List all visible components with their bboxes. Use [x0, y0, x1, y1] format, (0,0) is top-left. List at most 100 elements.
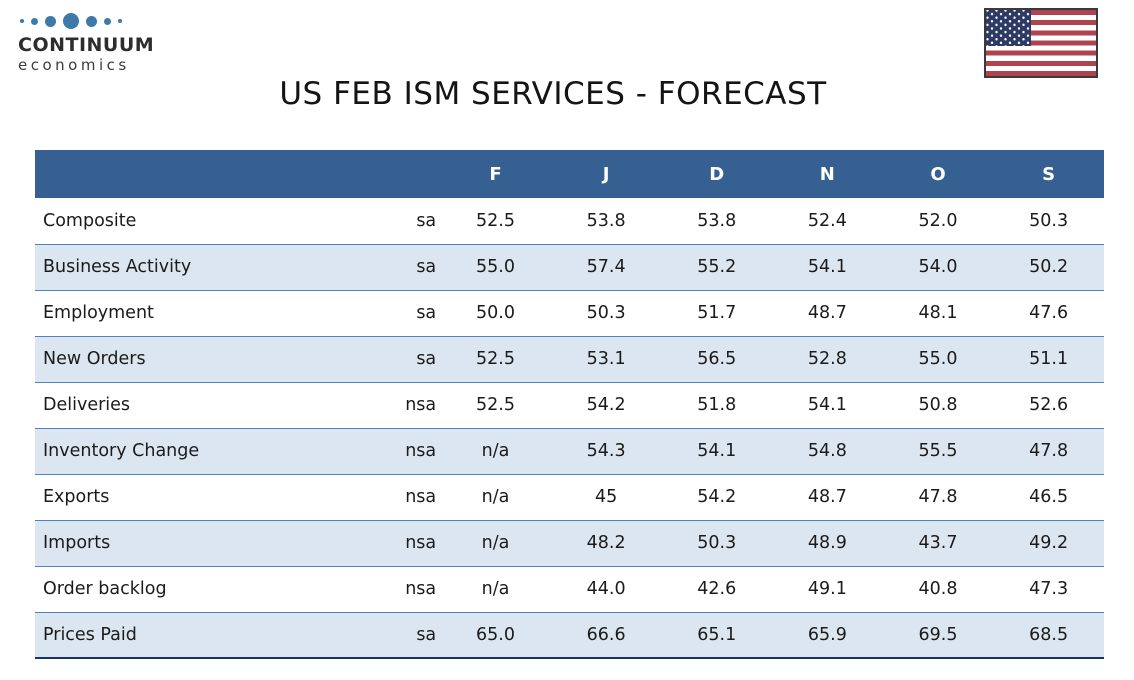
cell-value: 47.8 — [882, 473, 994, 520]
column-header-n: N — [772, 150, 883, 198]
column-header-f: F — [440, 150, 551, 198]
cell-value: 54.2 — [661, 473, 773, 520]
row-label: Business Activity — [35, 243, 346, 290]
table-row: Prices Paid sa 65.0 66.6 65.1 65.9 69.5 68.5 — [35, 611, 1104, 659]
logo-dots-icon — [20, 12, 154, 30]
cell-value: 48.7 — [772, 473, 883, 520]
cell-value: 50.3 — [550, 289, 662, 336]
cell-value: 54.0 — [882, 243, 994, 290]
row-label: Order backlog — [35, 565, 346, 612]
cell-value: 48.1 — [882, 289, 994, 336]
cell-value: 50.3 — [661, 519, 773, 566]
cell-value: 50.0 — [440, 289, 551, 336]
cell-value: 54.2 — [550, 381, 662, 428]
cell-value: 56.5 — [661, 335, 773, 382]
row-label: Employment — [35, 289, 346, 336]
column-header-j: J — [550, 150, 662, 198]
table-row: Employment sa 50.0 50.3 51.7 48.7 48.1 47.6 — [35, 289, 1104, 336]
cell-value: 40.8 — [882, 565, 994, 612]
cell-value: n/a — [440, 565, 551, 612]
row-adjustment: nsa — [345, 381, 441, 428]
continuum-logo: CONTINUUM economics — [18, 12, 154, 74]
table-row: Composite sa 52.5 53.8 53.8 52.4 52.0 50.3 — [35, 198, 1104, 244]
cell-value: 53.8 — [661, 198, 773, 244]
cell-value: 54.3 — [550, 427, 662, 474]
cell-value: 54.1 — [772, 243, 883, 290]
column-header-d: D — [661, 150, 773, 198]
cell-value: 48.7 — [772, 289, 883, 336]
cell-value: 52.8 — [772, 335, 883, 382]
table-row: Business Activity sa 55.0 57.4 55.2 54.1 54.0 5… — [35, 243, 1104, 290]
brand-tagline: economics — [18, 55, 130, 74]
cell-value: 52.4 — [772, 198, 883, 244]
row-label: Imports — [35, 519, 346, 566]
row-adjustment: nsa — [345, 565, 441, 612]
cell-value: 45 — [550, 473, 662, 520]
brand-name: CONTINUUM — [18, 34, 155, 56]
cell-value: n/a — [440, 473, 551, 520]
header-spacer-label — [35, 150, 346, 198]
cell-value: 51.1 — [993, 335, 1104, 382]
row-label: Composite — [35, 198, 346, 244]
row-adjustment: sa — [345, 335, 441, 382]
cell-value: 52.5 — [440, 381, 551, 428]
cell-value: 52.5 — [440, 198, 551, 244]
cell-value: n/a — [440, 519, 551, 566]
page-header: CONTINUUM economics US FEB ISM SERVICES … — [0, 0, 1134, 150]
row-label: Exports — [35, 473, 346, 520]
row-adjustment: nsa — [345, 473, 441, 520]
cell-value: 52.5 — [440, 335, 551, 382]
column-header-s: S — [993, 150, 1104, 198]
cell-value: 47.3 — [993, 565, 1104, 612]
cell-value: 49.1 — [772, 565, 883, 612]
cell-value: 47.8 — [993, 427, 1104, 474]
cell-value: 66.6 — [550, 611, 662, 659]
row-adjustment: sa — [345, 243, 441, 290]
row-adjustment: sa — [345, 198, 441, 244]
cell-value: 49.2 — [993, 519, 1104, 566]
table-row: Exports nsa n/a 45 54.2 48.7 47.8 46.5 — [35, 473, 1104, 520]
row-label: New Orders — [35, 335, 346, 382]
cell-value: 54.1 — [772, 381, 883, 428]
cell-value: 68.5 — [993, 611, 1104, 659]
cell-value: 55.2 — [661, 243, 773, 290]
cell-value: 50.2 — [993, 243, 1104, 290]
cell-value: 48.2 — [550, 519, 662, 566]
cell-value: 47.6 — [993, 289, 1104, 336]
row-adjustment: nsa — [345, 427, 441, 474]
table-row: Deliveries nsa 52.5 54.2 51.8 54.1 50.8 52.6 — [35, 381, 1104, 428]
cell-value: 55.0 — [440, 243, 551, 290]
cell-value: 46.5 — [993, 473, 1104, 520]
row-adjustment: sa — [345, 611, 441, 659]
cell-value: 52.0 — [882, 198, 994, 244]
cell-value: 65.1 — [661, 611, 773, 659]
row-label: Inventory Change — [35, 427, 346, 474]
table-row: New Orders sa 52.5 53.1 56.5 52.8 55.0 51.1 — [35, 335, 1104, 382]
flag-canton — [986, 10, 1031, 46]
table-body: Composite sa 52.5 53.8 53.8 52.4 52.0 50.3 Busin… — [35, 198, 1104, 659]
row-adjustment: nsa — [345, 519, 441, 566]
table-row: Inventory Change nsa n/a 54.3 54.1 54.8 55.5 47… — [35, 427, 1104, 474]
cell-value: n/a — [440, 427, 551, 474]
cell-value: 57.4 — [550, 243, 662, 290]
cell-value: 44.0 — [550, 565, 662, 612]
cell-value: 52.6 — [993, 381, 1104, 428]
cell-value: 53.8 — [550, 198, 662, 244]
cell-value: 54.1 — [661, 427, 773, 474]
cell-value: 55.0 — [882, 335, 994, 382]
cell-value: 65.9 — [772, 611, 883, 659]
cell-value: 65.0 — [440, 611, 551, 659]
cell-value: 42.6 — [661, 565, 773, 612]
column-header-o: O — [882, 150, 994, 198]
cell-value: 54.8 — [772, 427, 883, 474]
page-title: US FEB ISM SERVICES - FORECAST — [279, 76, 827, 112]
row-label: Prices Paid — [35, 611, 346, 659]
cell-value: 55.5 — [882, 427, 994, 474]
cell-value: 48.9 — [772, 519, 883, 566]
cell-value: 51.7 — [661, 289, 773, 336]
cell-value: 51.8 — [661, 381, 773, 428]
cell-value: 69.5 — [882, 611, 994, 659]
